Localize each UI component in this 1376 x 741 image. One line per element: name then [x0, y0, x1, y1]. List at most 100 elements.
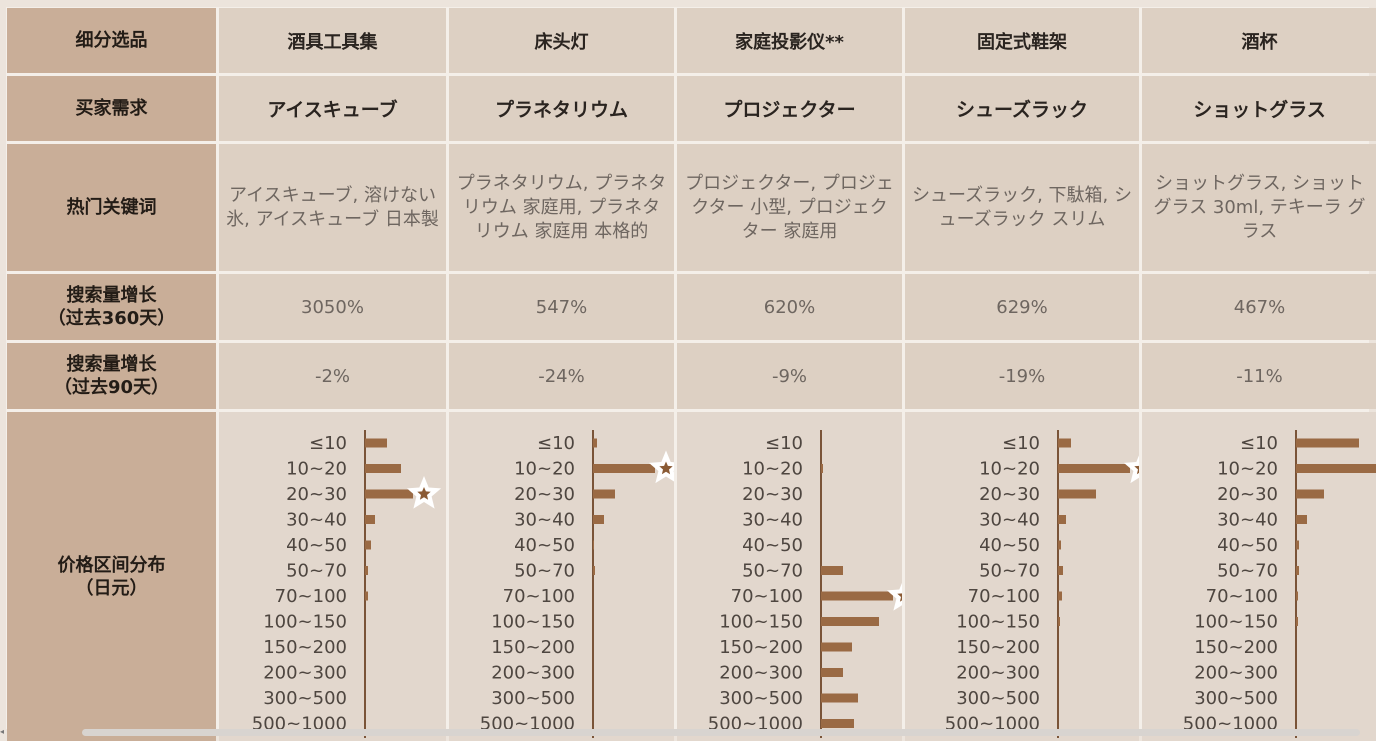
product-name-cell: 床头灯 [449, 8, 674, 73]
price-bar [1296, 591, 1298, 601]
price-bucket-label: ≤10 [309, 433, 347, 454]
price-bucket-label: 50~70 [286, 561, 347, 582]
price-bucket-label: 40~50 [286, 535, 347, 556]
price-bucket-label: 40~50 [514, 535, 575, 556]
price-bucket-label: 200~300 [956, 663, 1040, 684]
price-bar [365, 540, 371, 550]
price-bucket-label: 20~30 [1217, 484, 1278, 505]
price-chart-cell: ≤10 10~20 20~30 30~40 40~50 50~70 70~100 100~15… [219, 412, 446, 741]
price-bar [593, 489, 615, 499]
price-distribution-chart: ≤10 10~20 20~30 30~40 40~50 50~70 70~100 100~15… [480, 430, 674, 738]
price-bar [821, 591, 893, 601]
row-label-growth-90: 搜索量增长 （过去90天） [7, 343, 216, 409]
price-distribution-chart: ≤10 10~20 20~30 30~40 40~50 50~70 70~100 100~15… [708, 430, 902, 738]
row-label-line1: 价格区间分布 [57, 554, 166, 576]
growth-90-cell: -19% [905, 343, 1139, 409]
price-bucket-label: 10~20 [514, 459, 575, 480]
row-label-text: 热门关键词 [66, 197, 157, 218]
price-bar [593, 566, 595, 575]
price-bucket-label: 100~150 [956, 612, 1040, 633]
price-bucket-label: 300~500 [1194, 688, 1278, 709]
price-bucket-label: 100~150 [1194, 612, 1278, 633]
row-label-line2: （过去90天） [53, 377, 170, 398]
scroll-left-icon[interactable]: ◂ [0, 727, 5, 736]
price-bar [1058, 515, 1066, 524]
price-bucket-label: 20~30 [286, 484, 347, 505]
price-chart-cell: ≤10 10~20 20~30 30~40 40~50 50~70 70~100 100~15… [677, 412, 902, 741]
growth-360-cell: 3050% [219, 274, 446, 340]
keywords-cell: ショットグラス, ショットグラス 30ml, テキーラ グラス [1142, 144, 1376, 271]
row-label-segment: 细分选品 [7, 8, 216, 73]
price-bucket-label: 300~500 [263, 688, 347, 709]
price-bucket-label: 20~30 [979, 484, 1040, 505]
price-bucket-label: 100~150 [263, 612, 347, 633]
price-bar [593, 515, 604, 524]
row-label-text: 细分选品 [75, 30, 148, 51]
price-bucket-label: 150~200 [719, 637, 803, 658]
price-distribution-chart: ≤10 10~20 20~30 30~40 40~50 50~70 70~100 100~15… [252, 430, 442, 738]
price-bar [365, 515, 375, 524]
price-bucket-label: 100~150 [491, 612, 575, 633]
price-bucket-label: 20~30 [514, 484, 575, 505]
price-bucket-label: 10~20 [742, 459, 803, 480]
star-icon [1134, 465, 1139, 475]
price-bucket-label: 40~50 [742, 535, 803, 556]
price-bucket-label: 50~70 [742, 561, 803, 582]
growth-90-cell: -2% [219, 343, 446, 409]
price-bucket-label: 70~100 [1206, 586, 1278, 607]
buyer-need-cell: シューズラック [905, 76, 1139, 141]
price-bucket-label: 40~50 [1217, 535, 1278, 556]
price-bar [1296, 489, 1324, 499]
price-bar [593, 464, 655, 473]
growth-90-cell: -9% [677, 343, 902, 409]
price-bar [593, 438, 597, 448]
price-bar [1058, 464, 1130, 473]
price-bar [1058, 566, 1063, 575]
price-bucket-label: 150~200 [956, 637, 1040, 658]
price-bucket-label: ≤10 [765, 433, 803, 454]
price-bucket-label: 70~100 [275, 586, 347, 607]
price-bucket-label: 200~300 [719, 663, 803, 684]
price-bar [365, 464, 401, 473]
row-label-line2: （过去360天） [47, 308, 176, 329]
price-bucket-label: 200~300 [491, 663, 575, 684]
price-bucket-label: 150~200 [491, 637, 575, 658]
price-bar [1058, 489, 1096, 499]
price-bucket-label: 200~300 [263, 663, 347, 684]
price-bar [1296, 566, 1299, 575]
price-bucket-label: ≤10 [1002, 433, 1040, 454]
horizontal-scrollbar[interactable] [82, 729, 1360, 736]
buyer-need-cell: アイスキューブ [219, 76, 446, 141]
price-bar [365, 489, 413, 499]
price-bucket-label: 70~100 [731, 586, 803, 607]
price-bar [365, 566, 368, 575]
price-bucket-label: 300~500 [956, 688, 1040, 709]
growth-360-cell: 547% [449, 274, 674, 340]
star-icon [897, 593, 902, 602]
buyer-need-cell: ショットグラス [1142, 76, 1376, 141]
growth-360-cell: 620% [677, 274, 902, 340]
price-bucket-label: 50~70 [1217, 561, 1278, 582]
keywords-cell: シューズラック, 下駄箱, シューズラック スリム [905, 144, 1139, 271]
keywords-cell: プロジェクター, プロジェクター 小型, プロジェクター 家庭用 [677, 144, 902, 271]
buyer-need-cell: プラネタリウム [449, 76, 674, 141]
price-analysis-table: 细分选品 酒具工具集 床头灯 家庭投影仪** 固定式鞋架 酒杯 买家需求 アイス… [6, 7, 1376, 741]
price-bucket-label: 150~200 [263, 637, 347, 658]
price-bar [1058, 438, 1071, 448]
price-bucket-label: 10~20 [286, 459, 347, 480]
row-label-keywords: 热门关键词 [7, 144, 216, 271]
price-distribution-chart: ≤10 10~20 20~30 30~40 40~50 50~70 70~100 100~15… [1183, 430, 1376, 738]
product-name-cell: 酒杯 [1142, 8, 1376, 73]
price-bucket-label: 10~20 [1217, 459, 1278, 480]
price-bar [365, 591, 368, 601]
price-bar [365, 438, 387, 448]
row-label-line2: （日元） [75, 577, 148, 599]
price-bar [821, 693, 858, 703]
price-bucket-label: 30~40 [286, 510, 347, 531]
price-bucket-label: 40~50 [979, 535, 1040, 556]
price-bar [821, 617, 879, 626]
price-bar [1296, 464, 1376, 473]
price-bar [821, 566, 843, 575]
price-bucket-label: ≤10 [1240, 433, 1278, 454]
keywords-cell: プラネタリウム, プラネタリウム 家庭用, プラネタリウム 家庭用 本格的 [449, 144, 674, 271]
